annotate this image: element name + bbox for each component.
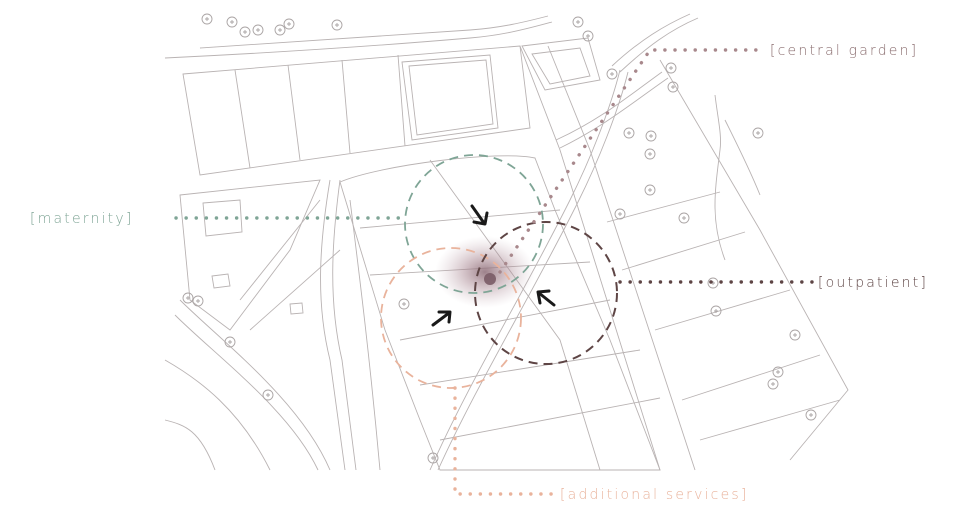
east-edge: [659, 59, 849, 461]
leader-additional-services: [453, 386, 554, 496]
tree-circle-icon: [582, 30, 594, 42]
west-road: [179, 299, 331, 471]
focus-glow: [435, 236, 535, 308]
arrow-icon: [536, 289, 556, 307]
tree-circle-icon: [710, 305, 722, 317]
tree-circle-icon: [182, 292, 194, 304]
focus-point: [484, 273, 496, 285]
tree-circle-icon: [667, 81, 679, 93]
tree-circle-icon: [331, 19, 343, 31]
tree-circle-icon: [644, 148, 656, 160]
central-divider: [399, 299, 611, 341]
tree-circle-icon: [252, 24, 264, 36]
tree-circle-icon: [427, 452, 439, 464]
tree-circle-icon: [192, 295, 204, 307]
site-map: [164, 13, 849, 471]
parcel-e4: [681, 354, 821, 401]
central-block: [339, 155, 661, 471]
tree-circle-icon: [201, 13, 213, 25]
tree-circle-icon: [398, 298, 410, 310]
east-path-3: [724, 119, 761, 196]
tree-circle-icon: [805, 409, 817, 421]
tree-circle-icon: [678, 212, 690, 224]
tree-circle-icon: [226, 16, 238, 28]
parcel-row-top: [182, 45, 531, 176]
additional-services-zone-circle: [380, 247, 522, 389]
main-road-west: [519, 45, 661, 471]
diagonal-path: [429, 69, 621, 471]
main-road-east: [547, 45, 696, 471]
tree-circle-icon: [767, 378, 779, 390]
arrow-icon: [470, 204, 489, 226]
arrow-icon: [431, 310, 452, 327]
tree-circle-icon: [274, 24, 286, 36]
tree-circle-icon: [644, 184, 656, 196]
maternity-zone-circle: [404, 154, 544, 294]
parcel-divider: [397, 54, 406, 147]
tree-circle-icon: [262, 389, 274, 401]
parcel-e5: [699, 399, 841, 441]
top-road-edge: [164, 21, 553, 59]
tree-circle-icon: [572, 16, 584, 28]
left-road: [349, 199, 381, 471]
tree-circle-icon: [606, 68, 618, 80]
central-divider: [419, 349, 641, 386]
parcel-e1: [606, 191, 721, 223]
tree-circle-icon: [224, 336, 236, 348]
parcel-divider: [234, 69, 251, 169]
building-west-2: [211, 273, 231, 289]
parcel-west: [179, 179, 321, 331]
parcel-e3: [654, 289, 791, 331]
west-road-2: [174, 314, 319, 471]
east-path-2: [714, 94, 721, 151]
trees: [182, 13, 817, 464]
west-road-4: [332, 179, 357, 471]
parcel-ne: [521, 37, 601, 91]
label-central-garden: [central garden]: [770, 43, 918, 59]
building-west: [202, 199, 243, 237]
outpatient-zone-circle: [474, 221, 618, 365]
east-path: [714, 149, 726, 261]
tree-circle-icon: [752, 127, 764, 139]
tree-circle-icon: [645, 130, 657, 142]
curved-road-2: [619, 17, 699, 73]
tree-circle-icon: [772, 366, 784, 378]
sw-edge: [164, 359, 271, 471]
diagonal-path-2: [437, 71, 629, 471]
sw-block: [164, 419, 216, 471]
tree-circle-icon: [614, 208, 626, 220]
label-additional-services: [additional services]: [560, 487, 749, 503]
building-west-3: [289, 302, 304, 315]
top-road: [199, 15, 549, 49]
central-divider: [439, 397, 661, 441]
road-ne-2: [559, 77, 669, 149]
west-diag: [239, 199, 321, 301]
central-divider: [359, 209, 561, 229]
label-maternity: [maternity]: [30, 211, 134, 227]
leader-central-garden: [498, 48, 762, 274]
parcel-divider: [287, 64, 301, 161]
road-ne: [555, 71, 663, 141]
curved-road: [611, 13, 691, 67]
sports-field-inner: [408, 59, 494, 136]
label-outpatient: [outpatient]: [818, 275, 928, 291]
tree-circle-icon: [283, 18, 295, 30]
parcel-divider: [341, 59, 351, 154]
parcel-e2: [621, 231, 746, 271]
sports-field: [401, 54, 499, 141]
tree-circle-icon: [789, 329, 801, 341]
tree-circle-icon: [239, 26, 251, 38]
tree-circle-icon: [665, 62, 677, 74]
west-diag-2: [249, 249, 341, 331]
parcel-ne-inner: [531, 47, 591, 85]
central-divider: [429, 159, 601, 471]
west-road-3: [320, 179, 346, 471]
tree-circle-icon: [707, 277, 719, 289]
tree-circle-icon: [623, 127, 635, 139]
